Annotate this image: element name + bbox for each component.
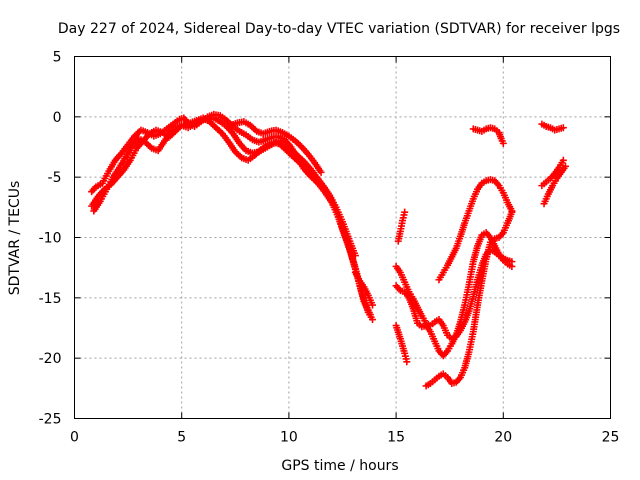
data-point: [403, 358, 411, 366]
y-axis-label: SDTVAR / TECUs: [7, 181, 23, 296]
data-point: [401, 208, 409, 216]
x-axis-label: GPS time / hours: [281, 458, 398, 474]
data-point: [369, 316, 377, 324]
y-tick-label: -25: [39, 412, 62, 428]
data-point: [559, 124, 567, 132]
data-point: [561, 162, 569, 170]
x-tick-label: 0: [70, 430, 79, 446]
chart-title: Day 227 of 2024, Sidereal Day-to-day VTE…: [58, 21, 620, 37]
data-point: [369, 301, 377, 309]
data-point: [508, 262, 516, 270]
y-tick-label: 0: [53, 110, 62, 126]
y-tick-label: -5: [48, 170, 62, 186]
x-tick-label: 25: [602, 430, 620, 446]
x-tick-label: 15: [387, 430, 405, 446]
y-tick-label: -15: [39, 291, 62, 307]
y-tick-label: -20: [39, 351, 62, 367]
data-points: [88, 110, 569, 390]
data-point: [351, 252, 359, 260]
y-tick-label: 5: [53, 50, 62, 66]
x-tick-label: 20: [494, 430, 512, 446]
data-point: [559, 156, 567, 164]
x-tick-label: 10: [280, 430, 298, 446]
axis-ticks: 0 5 10 15 20 25 -25 -20 -15 -10 -5 0 5: [39, 50, 620, 446]
data-point: [317, 168, 325, 176]
data-point: [508, 207, 516, 215]
y-tick-label: -10: [39, 231, 62, 247]
data-point: [499, 139, 507, 147]
data-point: [366, 311, 374, 319]
grid: [74, 56, 611, 419]
x-tick-label: 5: [177, 430, 186, 446]
